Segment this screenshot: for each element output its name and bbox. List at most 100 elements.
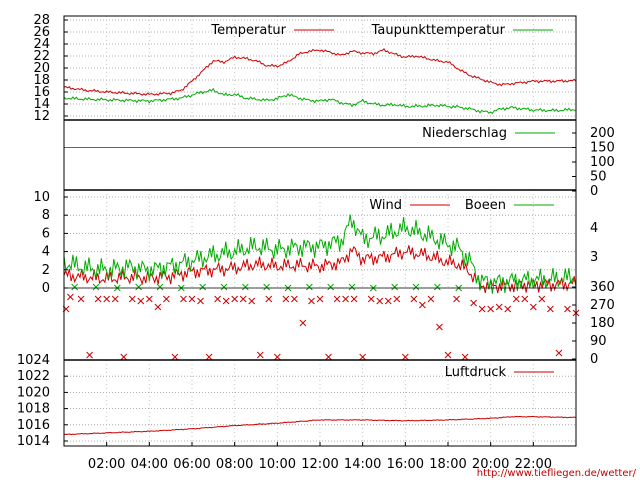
ytick-label-temperature-1: 14	[33, 97, 50, 112]
direction-marker-0-28	[299, 319, 307, 327]
direction-marker-0-41	[410, 295, 418, 303]
direction-marker-1-8	[241, 283, 249, 291]
ytick-label-wind-2: 4	[42, 245, 50, 260]
direction-marker-0-16	[197, 297, 204, 305]
direction-marker-0-10	[145, 295, 153, 303]
ytick-label-wind-4: 8	[42, 208, 50, 223]
direction-marker-0-9	[137, 297, 145, 305]
direction-marker-1-4	[156, 283, 164, 291]
direction-marker-1-11	[305, 283, 313, 291]
direction-marker-0-25	[273, 353, 281, 361]
series-temperature-1	[63, 87, 577, 115]
ytick-label-temperature-6: 24	[33, 37, 50, 52]
direction-marker-0-19	[222, 297, 230, 305]
direction-marker-1-15	[391, 283, 399, 291]
direction-marker-0-52	[504, 305, 512, 313]
legend-label-precipitation-0: Niederschlag	[422, 126, 507, 141]
ytick-label-pressure-2: 1018	[17, 402, 50, 417]
direction-marker-1-3	[135, 283, 143, 291]
direction-marker-0-21	[239, 295, 247, 303]
direction-marker-1-0	[71, 283, 79, 291]
xtick-label-8: 18:00	[429, 457, 466, 472]
direction-marker-1-7	[220, 283, 228, 291]
ytick-label-precipitation-4: 200	[590, 126, 615, 141]
series-pressure-0	[63, 415, 577, 436]
series-temperature-0	[63, 48, 577, 96]
direction-marker-0-30	[316, 295, 324, 303]
ytick-label-temperature-5: 22	[33, 49, 50, 64]
tick-labels: 1214161820222426280246810101410161018102…	[17, 13, 615, 472]
direction-marker-0-11	[154, 303, 162, 311]
direction-marker-0-50	[487, 305, 495, 313]
direction-marker-0-46	[453, 295, 460, 303]
xtick-label-5: 12:00	[301, 457, 338, 472]
xtick-label-4: 10:00	[259, 457, 296, 472]
ytick-label-pressure-4: 1022	[17, 369, 50, 384]
direction-marker-0-5	[103, 295, 111, 303]
direction-marker-0-48	[470, 299, 477, 307]
direction-marker-0-15	[188, 295, 196, 303]
ytick-label-precipitation-3: 150	[590, 141, 615, 156]
ytick-label-wind-5: 10	[33, 190, 50, 205]
legend: Temperatur Taupunkttemperatur Niederschlag…	[210, 23, 555, 380]
ytick-label-wind-direction-1: 90	[590, 334, 607, 349]
direction-marker-0-42	[419, 301, 426, 309]
xtick-label-3: 08:00	[216, 457, 253, 472]
series-wind-1	[63, 214, 577, 294]
wind-right-label-1: 3	[590, 250, 598, 265]
direction-marker-0-40	[401, 353, 409, 361]
direction-marker-0-31	[325, 353, 332, 361]
direction-marker-0-43	[427, 295, 435, 303]
direction-marker-0-57	[547, 305, 554, 313]
legend-label-temperature-0: Temperatur	[210, 23, 286, 38]
ytick-label-pressure-0: 1014	[17, 434, 50, 449]
direction-marker-0-51	[495, 303, 503, 311]
direction-marker-0-4	[94, 295, 102, 303]
ytick-label-wind-0: 0	[42, 281, 50, 296]
direction-marker-0-22	[248, 297, 256, 305]
xtick-label-6: 14:00	[344, 457, 381, 472]
direction-marker-0-29	[308, 297, 315, 305]
data-layer	[62, 48, 580, 436]
direction-marker-0-56	[538, 295, 546, 303]
direction-marker-1-12	[327, 283, 335, 291]
direction-marker-0-26	[282, 295, 290, 303]
ytick-label-wind-1: 2	[42, 263, 50, 278]
direction-marker-0-47	[461, 353, 469, 361]
direction-marker-0-53	[512, 295, 520, 303]
direction-marker-0-45	[444, 351, 452, 359]
ytick-label-temperature-2: 16	[33, 85, 50, 100]
ytick-label-precipitation-1: 50	[590, 170, 607, 185]
direction-marker-1-9	[263, 283, 271, 291]
direction-marker-0-1	[67, 293, 74, 301]
ytick-label-temperature-3: 18	[33, 73, 50, 88]
direction-marker-0-17	[205, 353, 213, 361]
ytick-label-wind-direction-0: 0	[590, 352, 598, 367]
ytick-label-wind-direction-3: 270	[590, 298, 615, 313]
ytick-label-temperature-4: 20	[33, 61, 50, 76]
xtick-label-10: 22:00	[515, 457, 552, 472]
direction-marker-0-24	[265, 295, 273, 303]
direction-marker-0-6	[111, 295, 119, 303]
direction-marker-0-33	[342, 295, 349, 303]
ytick-label-wind-3: 6	[42, 226, 50, 241]
direction-marker-0-14	[180, 295, 187, 303]
direction-marker-0-49	[478, 305, 486, 313]
direction-marker-0-23	[256, 351, 264, 359]
wind-right-label-0: 4	[590, 221, 598, 236]
direction-marker-0-8	[128, 295, 136, 303]
direction-marker-0-38	[384, 297, 392, 305]
ytick-label-temperature-0: 12	[33, 109, 50, 124]
direction-marker-0-55	[529, 303, 537, 311]
direction-marker-0-13	[171, 353, 179, 361]
direction-marker-0-35	[359, 353, 367, 361]
direction-marker-1-1	[92, 283, 100, 291]
direction-marker-1-6	[199, 283, 207, 291]
xtick-label-0: 02:00	[88, 457, 125, 472]
xtick-label-2: 06:00	[173, 457, 210, 472]
xtick-label-7: 16:00	[387, 457, 424, 472]
direction-marker-0-27	[291, 295, 298, 303]
direction-marker-0-7	[120, 353, 128, 361]
direction-marker-0-12	[163, 295, 170, 303]
